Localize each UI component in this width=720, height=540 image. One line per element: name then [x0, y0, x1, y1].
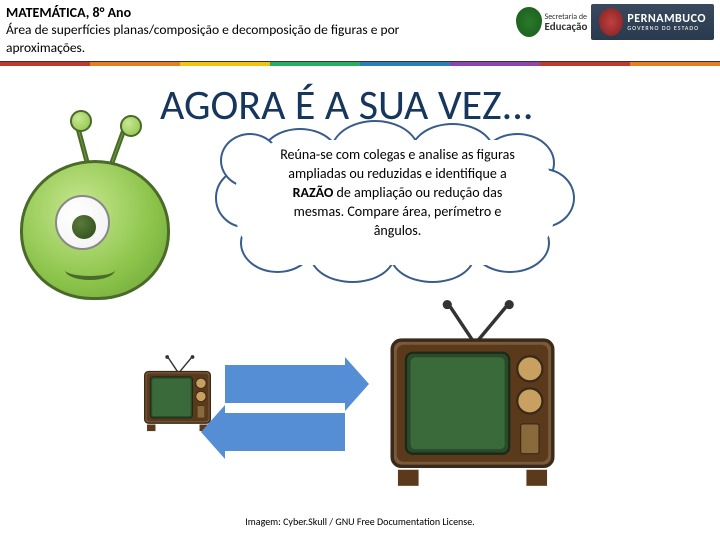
secretaria-text: Secretaria de Educação: [545, 13, 588, 32]
rainbow-seg: [360, 62, 450, 66]
pernambuco-line2: GOVERNO DO ESTADO: [627, 25, 706, 31]
alien-antenna-ball: [120, 115, 142, 137]
alien-pupil: [72, 215, 96, 239]
rainbow-divider: [0, 62, 720, 66]
alien-eye: [55, 195, 110, 250]
arrow-left-icon: [225, 413, 345, 451]
logo-area: Secretaria de Educação PERNAMBUCO GOVERN…: [516, 4, 714, 40]
slide-header: MATEMÁTICA, 8° Ano Área de superfícies p…: [0, 0, 720, 62]
rainbow-seg: [450, 62, 540, 66]
secretaria-line2: Educação: [545, 21, 588, 32]
rainbow-seg: [270, 62, 360, 66]
alien-mouth: [65, 260, 115, 280]
cloud-emphasis: RAZÃO: [293, 184, 334, 201]
topic-line: Área de superfícies planas/composição e …: [6, 21, 426, 56]
slide-title: AGORA É A SUA VEZ...: [160, 80, 533, 131]
alien-antenna-ball: [70, 110, 92, 132]
rainbow-seg: [630, 62, 720, 66]
pernambuco-logo: PERNAMBUCO GOVERNO DO ESTADO: [591, 4, 714, 40]
secretaria-logo: Secretaria de Educação: [516, 7, 588, 37]
pernambuco-text: PERNAMBUCO GOVERNO DO ESTADO: [627, 13, 706, 31]
cloud-line: ampliadas ou reduzidas e identifique a: [288, 165, 506, 182]
rainbow-seg: [0, 62, 90, 66]
arrow-right-icon: [225, 365, 345, 403]
image-credit: Imagem: Cyber.Skull / GNU Free Documenta…: [0, 515, 720, 528]
pernambuco-badge-icon: [599, 8, 623, 36]
rainbow-seg: [180, 62, 270, 66]
rainbow-seg: [90, 62, 180, 66]
header-text-block: MATEMÁTICA, 8° Ano Área de superfícies p…: [6, 4, 426, 56]
cloud-line: mesmas. Compare área, perímetro e: [294, 203, 502, 220]
cloud-line: Reúna-se com colegas e analise as figura…: [280, 146, 515, 163]
cloud-text: Reúna-se com colegas e analise as figura…: [250, 146, 545, 240]
cloud-line: ângulos.: [374, 222, 422, 239]
rainbow-seg: [540, 62, 630, 66]
tv-icon: [380, 300, 565, 495]
tv-large-figure: [380, 300, 565, 500]
scale-arrows: [225, 365, 345, 461]
thought-cloud: Reúna-se com colegas e analise as figura…: [210, 128, 580, 283]
subject-line: MATEMÁTICA, 8° Ano: [6, 4, 426, 21]
cloud-line: de ampliação ou redução das: [333, 184, 502, 201]
alien-character-icon: [0, 110, 200, 310]
secretaria-badge-icon: [516, 7, 542, 37]
